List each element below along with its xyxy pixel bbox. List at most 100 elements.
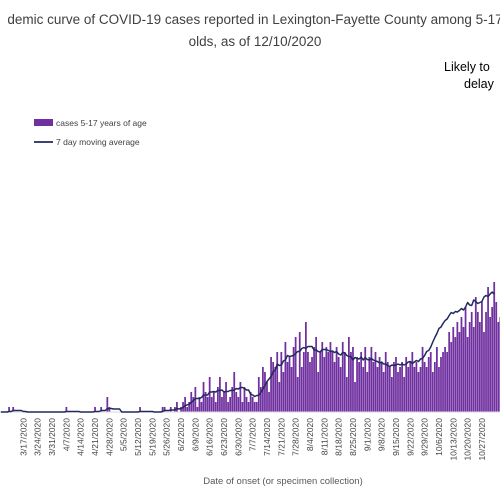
case-bar xyxy=(448,332,451,412)
case-bar xyxy=(276,352,279,412)
moving-average-line xyxy=(0,291,495,413)
case-bar xyxy=(266,382,268,412)
case-bar xyxy=(286,362,289,412)
case-bar xyxy=(423,362,426,412)
case-bar xyxy=(108,407,111,412)
case-bar xyxy=(495,302,498,412)
case-bar xyxy=(335,347,338,412)
x-tick-label: 4/21/2020 xyxy=(90,418,100,456)
case-bar xyxy=(444,347,446,412)
case-bar xyxy=(214,402,217,412)
case-bar xyxy=(233,372,236,412)
case-bar xyxy=(65,407,68,412)
case-bar xyxy=(253,402,256,412)
x-tick-label: 5/12/2020 xyxy=(133,418,143,456)
case-bar xyxy=(198,397,201,412)
case-bar xyxy=(192,397,195,412)
case-bar xyxy=(216,387,219,412)
case-bar xyxy=(399,367,401,412)
case-bar xyxy=(415,362,418,412)
case-bar xyxy=(8,407,10,412)
case-bar xyxy=(364,347,367,412)
case-bar xyxy=(427,357,430,412)
x-tick-label: 6/16/2020 xyxy=(205,418,215,456)
case-bar xyxy=(202,382,205,412)
case-bar xyxy=(347,337,350,412)
case-bar xyxy=(204,392,207,412)
case-bar xyxy=(323,357,326,412)
case-bar xyxy=(280,352,283,412)
case-bar xyxy=(219,377,221,412)
case-bar xyxy=(366,372,369,412)
case-bar xyxy=(442,352,444,412)
case-bar xyxy=(403,377,406,412)
case-bar xyxy=(325,347,328,412)
x-tick-label: 7/7/2020 xyxy=(248,418,258,451)
case-bar xyxy=(356,357,358,412)
case-bar xyxy=(370,347,373,412)
case-bar xyxy=(208,377,211,412)
case-bar xyxy=(456,322,459,412)
x-tick-label: 9/15/2020 xyxy=(391,418,401,456)
case-bar xyxy=(278,382,281,412)
x-tick-label: 7/28/2020 xyxy=(291,418,301,456)
x-tick-label: 8/4/2020 xyxy=(305,418,315,451)
case-bar xyxy=(290,367,293,412)
case-bar xyxy=(225,382,227,412)
x-tick-label: 8/25/2020 xyxy=(348,418,358,456)
case-bar xyxy=(327,352,330,412)
case-bar xyxy=(243,387,246,412)
x-tick-labels: 3/17/2020 3/24/2020 3/31/2020 4/7/2020 4/14/… xyxy=(18,418,487,461)
case-bar xyxy=(139,407,141,412)
case-bar xyxy=(352,347,354,412)
case-bar xyxy=(292,347,295,412)
case-bar xyxy=(270,357,272,412)
case-bar xyxy=(229,397,232,412)
case-bar xyxy=(282,372,285,412)
case-bar xyxy=(454,337,457,412)
case-bar xyxy=(163,407,166,412)
case-bar xyxy=(264,372,266,412)
case-bar xyxy=(309,362,311,412)
case-bar xyxy=(481,302,483,412)
case-bar xyxy=(251,397,254,412)
case-bar xyxy=(417,372,420,412)
case-bar xyxy=(200,402,203,412)
case-bar xyxy=(212,392,215,412)
case-bar xyxy=(274,367,277,412)
case-bar xyxy=(305,322,307,412)
chart-title-line-1: demic curve of COVID-19 cases reported i… xyxy=(7,12,500,27)
case-bar xyxy=(259,387,262,412)
x-tick-label: 6/30/2020 xyxy=(233,418,243,456)
case-bar xyxy=(350,352,352,412)
case-bar xyxy=(487,287,489,412)
case-bar xyxy=(255,402,258,412)
case-bar xyxy=(360,352,363,412)
x-tick-label: 9/22/2020 xyxy=(405,418,415,456)
case-bar xyxy=(413,367,416,412)
x-tick-label: 4/14/2020 xyxy=(76,418,86,456)
case-bar xyxy=(313,347,315,412)
x-tick-label: 6/23/2020 xyxy=(219,418,229,456)
case-bar xyxy=(433,362,436,412)
case-bar xyxy=(390,377,393,412)
case-bar xyxy=(464,307,467,412)
x-tick-label: 9/29/2020 xyxy=(420,418,430,456)
case-bar xyxy=(493,282,496,412)
case-bar xyxy=(300,367,303,412)
case-bar xyxy=(298,332,301,412)
x-tick-label: 4/28/2020 xyxy=(104,418,114,456)
x-tick-label: 8/11/2020 xyxy=(319,418,329,455)
case-bar xyxy=(452,327,455,412)
case-bar xyxy=(491,307,494,412)
case-bar xyxy=(479,322,481,412)
annotation-line-2: delay xyxy=(464,77,495,91)
case-bar xyxy=(483,332,485,412)
case-bar xyxy=(296,377,299,412)
case-bar xyxy=(317,372,320,412)
case-bar xyxy=(429,352,432,412)
case-bar xyxy=(100,407,103,412)
case-bar xyxy=(470,312,473,412)
x-tick-label: 9/1/2020 xyxy=(362,418,372,451)
case-bar xyxy=(239,382,242,412)
